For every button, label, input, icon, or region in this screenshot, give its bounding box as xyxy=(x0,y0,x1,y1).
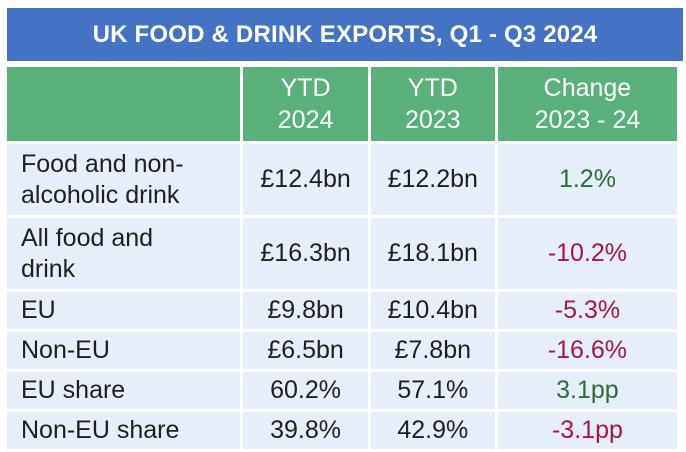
header-change-line2: 2023 - 24 xyxy=(534,106,641,134)
header-change: Change 2023 - 24 xyxy=(497,67,677,141)
table-row: Non-EU £6.5bn £7.8bn -16.6% xyxy=(7,332,677,369)
header-ytd-2023-line2: 2023 xyxy=(404,106,461,134)
row-label: Food and non- alcoholic drink xyxy=(7,144,241,215)
header-ytd-2024: YTD 2024 xyxy=(243,67,368,141)
cell-ytd-2024: £12.4bn xyxy=(243,144,368,215)
cell-ytd-2023: 57.1% xyxy=(370,372,495,409)
cell-change: 1.2% xyxy=(497,144,677,215)
header-ytd-2024-line1: YTD xyxy=(280,74,331,102)
table-row: EU share 60.2% 57.1% 3.1pp xyxy=(7,372,677,409)
row-label: Non-EU xyxy=(7,332,241,369)
cell-ytd-2023: £10.4bn xyxy=(370,292,495,329)
header-ytd-2024-line2: 2024 xyxy=(277,106,334,134)
cell-ytd-2023: 42.9% xyxy=(370,412,495,449)
header-row: YTD 2024 YTD 2023 Change 2023 - 24 xyxy=(7,67,677,141)
row-label: All food and drink xyxy=(7,218,241,289)
row-label: Non-EU share xyxy=(7,412,241,449)
cell-ytd-2024: £6.5bn xyxy=(243,332,368,369)
exports-table-figure: UK FOOD & DRINK EXPORTS, Q1 - Q3 2024 YT… xyxy=(3,3,683,449)
header-label-column xyxy=(7,67,241,141)
table-title: UK FOOD & DRINK EXPORTS, Q1 - Q3 2024 xyxy=(7,8,683,61)
cell-ytd-2024: 39.8% xyxy=(243,412,368,449)
table-row: EU £9.8bn £10.4bn -5.3% xyxy=(7,292,677,329)
cell-change: 3.1pp xyxy=(497,372,677,409)
row-label-line2: alcoholic drink xyxy=(21,180,180,209)
exports-table: YTD 2024 YTD 2023 Change 2023 - 24 Food … xyxy=(4,64,680,452)
table-row: All food and drink £16.3bn £18.1bn -10.2… xyxy=(7,218,677,289)
table-row: Food and non- alcoholic drink £12.4bn £1… xyxy=(7,144,677,215)
header-change-line1: Change xyxy=(543,74,632,102)
cell-change: -16.6% xyxy=(497,332,677,369)
header-ytd-2023-line1: YTD xyxy=(407,74,458,102)
row-label-line1: All food and xyxy=(21,223,154,252)
row-label: EU share xyxy=(7,372,241,409)
cell-ytd-2024: £9.8bn xyxy=(243,292,368,329)
cell-ytd-2024: 60.2% xyxy=(243,372,368,409)
cell-change: -3.1pp xyxy=(497,412,677,449)
table-row: Non-EU share 39.8% 42.9% -3.1pp xyxy=(7,412,677,449)
cell-ytd-2023: £18.1bn xyxy=(370,218,495,289)
row-label: EU xyxy=(7,292,241,329)
header-ytd-2023: YTD 2023 xyxy=(370,67,495,141)
row-label-line2: drink xyxy=(21,254,76,283)
cell-ytd-2023: £7.8bn xyxy=(370,332,495,369)
cell-change: -10.2% xyxy=(497,218,677,289)
row-label-line1: Food and non- xyxy=(21,149,184,178)
cell-change: -5.3% xyxy=(497,292,677,329)
cell-ytd-2024: £16.3bn xyxy=(243,218,368,289)
cell-ytd-2023: £12.2bn xyxy=(370,144,495,215)
